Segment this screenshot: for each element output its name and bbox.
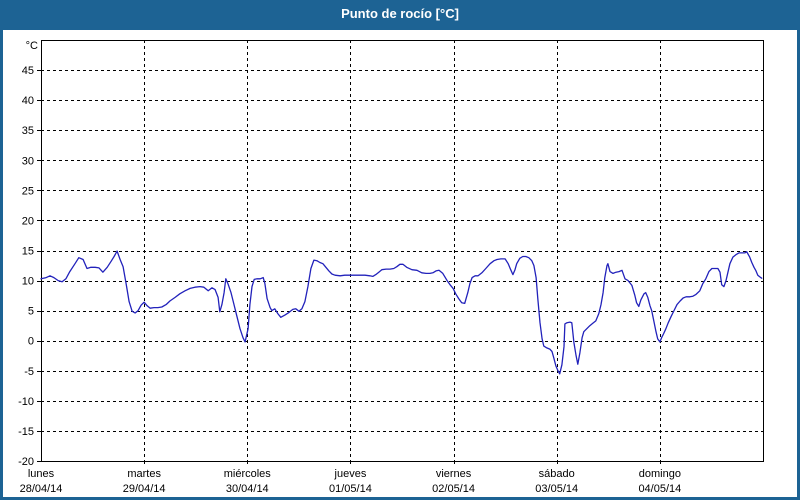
dewpoint-line bbox=[40, 250, 763, 375]
plot-border bbox=[41, 40, 764, 462]
y-tick-label: 20 bbox=[22, 215, 34, 227]
x-day-name: domingo bbox=[639, 468, 681, 480]
window-title: Punto de rocío [°C] bbox=[341, 6, 459, 21]
x-day-date: 28/04/14 bbox=[20, 483, 63, 495]
y-tick-label: 45 bbox=[22, 65, 34, 77]
y-tick-label: -10 bbox=[18, 396, 34, 408]
y-tick-label: 25 bbox=[22, 185, 34, 197]
window-border-bottom bbox=[0, 497, 800, 500]
y-tick-label: 10 bbox=[22, 276, 34, 288]
x-day-date: 01/05/14 bbox=[329, 483, 372, 495]
y-tick-label: 35 bbox=[22, 125, 34, 137]
y-tick-label: 15 bbox=[22, 246, 34, 258]
x-day-name: lunes bbox=[28, 468, 55, 480]
y-tick-label: 0 bbox=[28, 336, 34, 348]
x-day-name: jueves bbox=[334, 468, 367, 480]
y-axis-unit-label: °C bbox=[26, 40, 38, 52]
window-border-left bbox=[0, 0, 3, 500]
y-tick-label: 30 bbox=[22, 155, 34, 167]
x-day-date: 30/04/14 bbox=[226, 483, 269, 495]
y-tick-label: -5 bbox=[24, 366, 34, 378]
x-day-name: sábado bbox=[539, 468, 575, 480]
y-tick-label: 5 bbox=[28, 306, 34, 318]
x-day-date: 03/05/14 bbox=[535, 483, 578, 495]
x-day-name: viernes bbox=[436, 468, 472, 480]
y-tick-label: -20 bbox=[18, 456, 34, 468]
x-day-date: 02/05/14 bbox=[432, 483, 475, 495]
y-tick-label: -15 bbox=[18, 426, 34, 438]
y-tick-label: 40 bbox=[22, 95, 34, 107]
titlebar: Punto de rocío [°C] bbox=[0, 0, 800, 30]
x-day-date: 04/05/14 bbox=[638, 483, 681, 495]
x-day-name: martes bbox=[127, 468, 161, 480]
x-day-date: 29/04/14 bbox=[123, 483, 166, 495]
x-day-name: miércoles bbox=[224, 468, 272, 480]
window-border-right bbox=[797, 0, 800, 500]
